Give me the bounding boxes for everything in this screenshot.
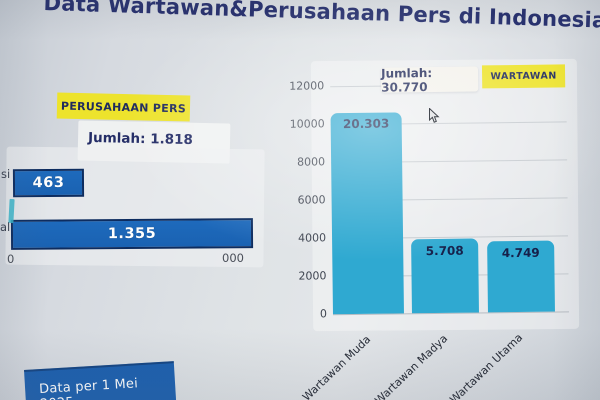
y-tick-12000: 12000: [289, 79, 325, 93]
left-bar-1355-value: 1.355: [107, 225, 157, 243]
left-category-label-fragment-1: si: [1, 167, 11, 181]
y-tick-2000: 2000: [298, 269, 327, 283]
bar-value-wartawan-madya: 5.708: [425, 243, 464, 259]
left-category-label-fragment-2: al: [0, 220, 11, 234]
bar-value-wartawan-muda: 20.303: [342, 116, 390, 132]
x-category-wartawan-muda: Wartawan Muda: [299, 332, 374, 400]
perusahaan-pers-total: Jumlah: 1.818: [87, 129, 194, 149]
y-tick-4000: 4000: [297, 231, 327, 245]
left-bar-463: 463: [12, 168, 85, 198]
footer-date-text: Data per 1 Mei 2025: [38, 376, 139, 400]
mouse-cursor-icon: [429, 108, 440, 123]
footer-date-box: Data per 1 Mei 2025: [24, 361, 177, 400]
page-title: Data Wartawan&Perusahaan Pers di Indones…: [43, 0, 600, 34]
x-category-wartawan-madya: Wartawan Madya: [372, 331, 451, 400]
y-tick-8000: 8000: [297, 155, 326, 169]
wartawan-total-chip: Jumlah: 30.770: [381, 66, 479, 94]
wartawan-badge: WARTAWAN: [481, 64, 566, 89]
left-bar-463-value: 463: [32, 174, 65, 192]
y-tick-10000: 10000: [289, 117, 325, 131]
bar-value-wartawan-utama: 4.749: [501, 245, 540, 261]
bar-wartawan-muda: [330, 112, 404, 315]
left-bar-1355: 1.355: [10, 218, 254, 250]
y-tick-6000: 6000: [297, 193, 326, 207]
left-x-axis-tick-0: 0: [7, 252, 15, 266]
gridline-12000: [330, 85, 383, 88]
left-x-axis-tick-000: 000: [222, 251, 244, 265]
y-tick-0: 0: [319, 307, 328, 321]
perusahaan-pers-badge: PERUSAHAAN PERS: [56, 92, 191, 122]
